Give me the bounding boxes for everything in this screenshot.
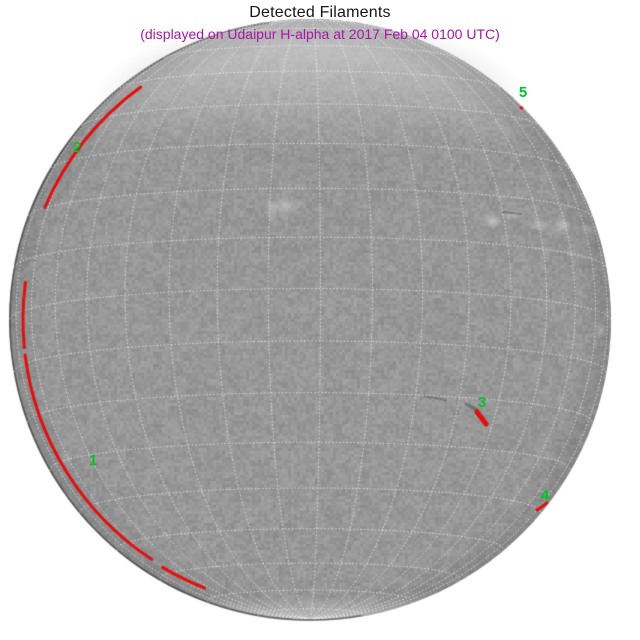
filament-label-4: 4 bbox=[540, 486, 550, 504]
page-title: Detected Filaments bbox=[249, 4, 391, 21]
filament-label-3: 3 bbox=[477, 393, 487, 411]
page-subtitle: (displayed on Udaipur H-alpha at 2017 Fe… bbox=[140, 26, 500, 42]
filament-label-1: 1 bbox=[88, 451, 98, 469]
filament-label-2: 2 bbox=[72, 138, 82, 156]
filament-label-5: 5 bbox=[518, 83, 528, 101]
